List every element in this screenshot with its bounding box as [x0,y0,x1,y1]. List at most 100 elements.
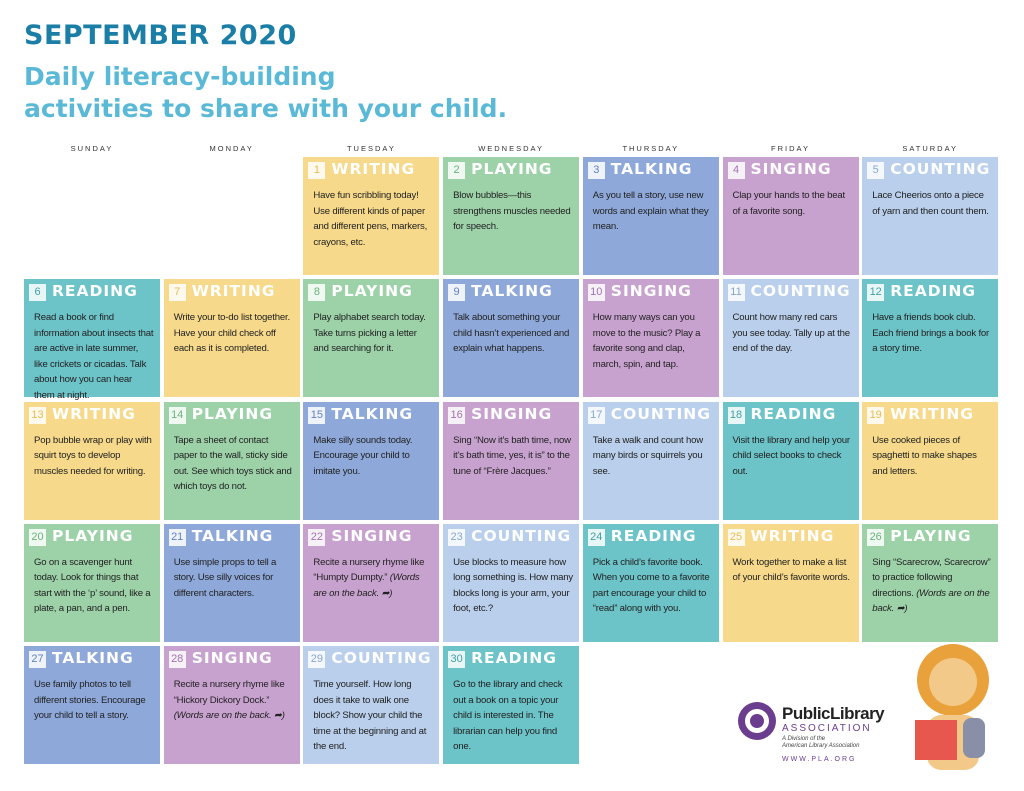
text: Recite a nursery rhyme like “Humpty Dump… [313,556,425,584]
day-number: 12 [867,284,885,302]
text: Recite a nursery rhyme like “Hickory Dic… [173,679,285,706]
day-number: 6 [29,284,46,302]
text: Sing “Now it’s bath time, now it’s bath … [453,434,571,477]
day-number: 21 [168,528,186,546]
activity-name: WRITING [331,160,416,178]
day-cell: 29 COUNTING Time yourself. How long does i… [303,646,440,765]
day-cell: 22 SINGING Recite a nursery rhyme like “Hu… [303,523,440,642]
text: Blow bubbles—this strengthens muscles ne… [453,190,571,232]
note: (Words are on the back. ➦) [173,710,285,722]
activity-name: PLAYING [890,526,972,545]
activity-text: Sing “Now it’s bath time, now it’s bath … [453,433,573,480]
activity-name: TALKING [52,649,134,668]
day-cell: 23 COUNTING Use blocks to measure how long… [443,523,580,642]
activity-name: COUNTING [890,160,991,178]
activity-name: TALKING [610,160,693,178]
activity-text: As you tell a story, use new words and e… [593,188,713,235]
day-cell: 28 SINGING Recite a nursery rhyme like “Hi… [163,646,300,765]
activity-name: SINGING [331,526,413,545]
weekday-label: WEDNESDAY [478,144,544,153]
text: Clap your hands to the beat of a favorit… [732,190,846,217]
activity-name: READING [52,282,138,301]
day-cell: 3 TALKING As you tell a story, use new wor… [582,157,719,275]
text: Sing “Scarecrow, Scarecrow” to practice … [872,556,991,599]
activity-name: READING [471,649,557,668]
activity-name: COUNTING [750,282,851,301]
logo-mark [738,702,776,740]
text: Use simple props to tell a story. Use si… [173,556,277,599]
text: Have a friends book club. Each friend br… [872,312,990,355]
day-number: 9 [448,284,466,302]
day-cell: 19 WRITING Use cooked pieces of spaghetti … [862,401,999,520]
day-number: 11 [727,284,745,302]
day-number: 15 [308,406,326,424]
day-number: 16 [448,406,466,424]
day-cell: 2 PLAYING Blow bubbles—this strengthens mu… [443,157,580,275]
text: Read a book or find information about in… [34,312,154,401]
logo-division: American Library Association [782,743,860,749]
text: Take a walk and count how many birds or … [592,434,703,477]
activity-text: Use simple props to tell a story. Use si… [174,555,294,602]
text: Have fun scribbling today! Use different… [313,190,428,248]
day-number: 25 [727,528,745,546]
activity-name: WRITING [52,404,136,423]
day-number: 23 [448,528,466,546]
day-number: 30 [448,651,466,669]
day-number: 10 [587,284,605,302]
activity-name: WRITING [750,526,835,545]
day-number: 4 [727,162,745,179]
text: Time yourself. How long does it take to … [313,679,427,753]
weekday-label: THURSDAY [622,144,680,153]
lion-illustration [915,644,989,770]
activity-text: Clap your hands to the beat of a favorit… [733,188,853,219]
day-cell: 11 COUNTING Count how many red cars you se… [722,279,859,398]
day-cell: 5 COUNTING Lace Cheerios onto a piece of y… [862,157,999,275]
text: Go on a scavenger hunt today. Look for t… [34,556,151,615]
day-cell: 12 READING Have a friends book club. Each … [862,279,999,398]
activity-text: Pick a child’s favorite book. When you c… [593,555,713,617]
activity-name: READING [750,404,837,423]
activity-text: Use family photos to tell different stor… [34,677,154,724]
day-cell: 13 WRITING Pop bubble wrap or play with sq… [24,401,160,520]
day-number: 17 [587,406,605,424]
activity-name: PLAYING [331,282,413,301]
text: Count how many red cars you see today. T… [732,312,851,355]
day-cell: 18 READING Visit the library and help your… [722,401,859,520]
text: Pop bubble wrap or play with squirt toys… [34,434,152,477]
activity-text: Have fun scribbling today! Use different… [313,188,433,250]
activity-text: Use cooked pieces of spaghetti to make s… [872,433,992,480]
day-number: 3 [587,162,605,179]
weekday-label: SUNDAY [70,144,114,153]
logo-association: ASSOCIATION [782,723,872,734]
day-cell: 15 TALKING Make silly sounds today. Encour… [303,401,440,520]
activity-name: SINGING [191,649,273,668]
weekday-label: MONDAY [209,144,254,153]
activity-text: Sing “Scarecrow, Scarecrow” to practice … [872,555,992,617]
day-number: 7 [168,284,186,302]
activity-text: Visit the library and help your child se… [733,433,853,480]
text: Use blocks to measure how long something… [453,556,574,615]
activity-text: How many ways can you move to the music?… [593,310,713,372]
activity-text: Count how many red cars you see today. T… [733,310,853,357]
activity-name: READING [610,526,697,545]
day-cell: 4 SINGING Clap your hands to the beat of a… [722,157,859,275]
activity-name: TALKING [191,526,274,545]
activity-name: SINGING [750,160,832,178]
text: Tape a sheet of contact paper to the wal… [173,434,292,493]
day-number: 13 [29,406,46,424]
day-number: 14 [168,406,186,424]
logo-url: WWW.PLA.ORG [782,756,857,763]
day-number: 8 [308,284,326,302]
text: Go to the library and check out a book o… [453,679,563,753]
day-cell: 20 PLAYING Go on a scavenger hunt today. L… [24,523,160,642]
activity-name: SINGING [610,282,692,301]
activity-name: WRITING [191,282,276,301]
day-number: 2 [448,162,466,179]
day-number: 27 [29,651,46,669]
text: Lace Cheerios onto a piece of yarn and t… [872,190,989,217]
weekday-label: FRIDAY [771,144,810,153]
activity-text: Go to the library and check out a book o… [453,677,573,755]
note: (Words are on the back. ➦) [872,587,990,615]
day-cell: 10 SINGING How many ways can you move to t… [582,279,719,398]
text: How many ways can you move to the music?… [592,312,701,370]
